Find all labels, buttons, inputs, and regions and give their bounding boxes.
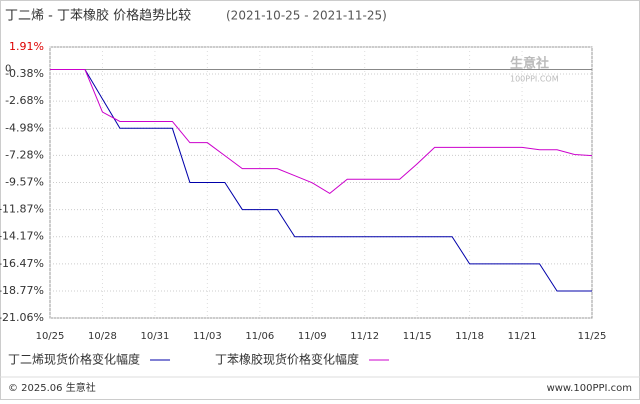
legend-label: 丁二烯现货价格变化幅度 [8, 352, 140, 367]
x-tick-label: 11/21 [508, 331, 537, 342]
footer-right: www.100PPI.com [547, 383, 632, 394]
y-tick-label: 0 [5, 64, 11, 75]
x-tick-label: 10/25 [36, 331, 65, 342]
chart-title: 丁二烯 - 丁苯橡胶 价格趋势比较 [5, 8, 191, 24]
y-tick-label: -7.28% [5, 148, 44, 161]
y-tick-label: -0.38% [5, 67, 44, 80]
series-line [50, 69, 593, 195]
y-tick-label: -16.47% [0, 257, 44, 270]
y-tick-label: -21.06% [0, 311, 44, 324]
y-tick-label: -9.57% [5, 175, 44, 188]
x-tick-label: 11/18 [455, 331, 484, 342]
y-tick-label: -18.77% [0, 284, 44, 297]
x-tick-label: 11/03 [193, 331, 222, 342]
x-tick-label: 10/31 [140, 331, 169, 342]
watermark-url: 100PPI.COM [510, 75, 559, 84]
legend-label: 丁苯橡胶现货价格变化幅度 [215, 352, 359, 367]
y-tick-label: -4.98% [5, 121, 44, 134]
y-tick-label: 1.91% [9, 40, 44, 53]
x-tick-label: 11/15 [403, 331, 432, 342]
x-tick-label: 11/12 [350, 331, 379, 342]
chart-subtitle: (2021-10-25 - 2021-11-25) [226, 9, 387, 23]
x-tick-label: 11/09 [298, 331, 327, 342]
footer-left: © 2025.06 生意社 [8, 381, 96, 394]
x-tick-label: 11/06 [245, 331, 274, 342]
y-tick-label: -11.87% [0, 203, 44, 216]
x-tick-label: 11/25 [578, 331, 607, 342]
y-tick-label: -2.68% [5, 94, 44, 107]
series-line [50, 69, 592, 292]
x-tick-label: 10/28 [88, 331, 117, 342]
watermark: 生意社 [510, 56, 549, 72]
y-tick-label: -14.17% [0, 230, 44, 243]
